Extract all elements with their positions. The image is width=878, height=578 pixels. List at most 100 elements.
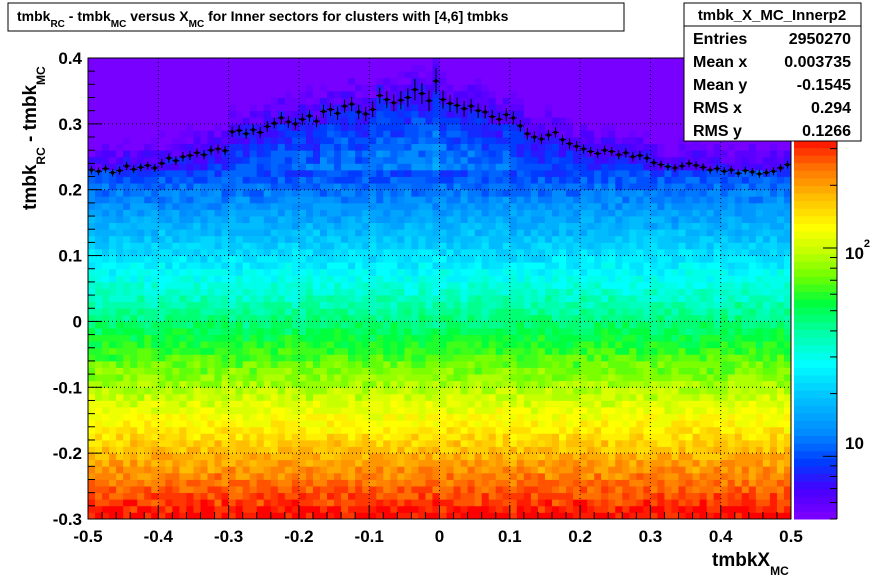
heatmap-cell [460,374,469,382]
heatmap-cell [418,123,426,131]
heatmap-cell [249,176,258,184]
heatmap-cell [481,321,490,329]
heatmap-cell [516,393,525,401]
heatmap-cell [587,387,595,395]
heatmap-cell [214,486,222,494]
heatmap-cell [376,176,384,184]
heatmap-cell [102,486,110,494]
heatmap-cell [277,268,286,276]
heatmap-cell [200,420,208,428]
heatmap-cell [277,137,286,145]
heatmap-cell [228,104,237,112]
heatmap-cell [383,308,391,316]
heatmap-cell [551,505,560,513]
heatmap-cell [334,137,342,145]
heatmap-cell [481,295,490,303]
heatmap-cell [277,347,286,355]
heatmap-cell [341,196,349,204]
heatmap-cell [270,229,279,237]
heatmap-cell [116,262,124,270]
heatmap-cell [95,196,103,204]
heatmap-cell [228,354,237,362]
heatmap-cell [242,367,251,375]
heatmap-cell [193,58,201,65]
heatmap-cell [383,499,391,507]
heatmap-cell [144,288,152,296]
heatmap-cell [95,400,103,408]
heatmap-cell [411,156,419,164]
heatmap-cell [467,374,476,382]
heatmap-cell [298,156,307,164]
heatmap-cell [123,176,131,184]
heatmap-cell [305,202,314,210]
heatmap-cell [165,367,173,375]
heatmap-cell [88,314,96,322]
heatmap-cell [270,400,279,408]
heatmap-cell [200,334,208,342]
heatmap-cell [425,71,433,79]
heatmap-cell [474,446,483,454]
heatmap-cell [537,90,546,98]
heatmap-cell [495,222,504,230]
heatmap-cell [341,229,349,237]
heatmap-cell [446,453,454,461]
heatmap-cell [362,367,370,375]
heatmap-cell [95,499,103,507]
heatmap-cell [319,90,328,98]
heatmap-cell [369,189,377,197]
heatmap-cell [566,77,574,85]
heatmap-cell [263,248,272,256]
heatmap-cell [249,459,258,467]
heatmap-cell [544,137,553,145]
heatmap-cell [390,499,398,507]
heatmap-cell [200,393,208,401]
heatmap-cell [376,499,384,507]
heatmap-cell [453,255,461,263]
heatmap-cell [207,189,215,197]
heatmap-cell [530,446,539,454]
heatmap-cell [418,341,426,349]
heatmap-cell [559,334,567,342]
heatmap-cell [263,255,272,263]
heatmap-cell [123,84,131,92]
heatmap-cell [193,242,201,250]
heatmap-cell [495,314,504,322]
heatmap-cell [509,268,518,276]
heatmap-cell [390,301,398,309]
heatmap-cell [334,130,342,138]
heatmap-cell [439,242,447,250]
heatmap-cell [327,387,335,395]
heatmap-cell [158,367,166,375]
heatmap-cell [263,295,272,303]
heatmap-cell [383,492,391,500]
heatmap-cell [214,84,222,92]
heatmap-cell [481,499,490,507]
heatmap-cell [312,104,321,112]
heatmap-cell [404,209,412,217]
heatmap-cell [439,268,447,276]
heatmap-cell [235,268,244,276]
heatmap-cell [123,268,131,276]
heatmap-cell [559,439,567,447]
heatmap-cell [327,400,335,408]
heatmap-cell [235,117,244,125]
heatmap-cell [544,183,553,191]
heatmap-cell [573,64,581,72]
heatmap-cell [446,235,454,243]
heatmap-cell [369,163,377,171]
heatmap-cell [404,275,412,283]
heatmap-cell [446,341,454,349]
heatmap-cell [481,268,490,276]
heatmap-cell [383,156,391,164]
heatmap-cell [312,400,321,408]
heatmap-cell [523,143,532,151]
heatmap-cell [327,367,335,375]
heatmap-cell [130,202,138,210]
heatmap-cell [327,209,335,217]
heatmap-cell [467,275,476,283]
heatmap-cell [327,117,335,125]
heatmap-cell [319,321,328,329]
heatmap-cell [481,255,490,263]
heatmap-cell [256,439,265,447]
heatmap-cell [495,486,504,494]
